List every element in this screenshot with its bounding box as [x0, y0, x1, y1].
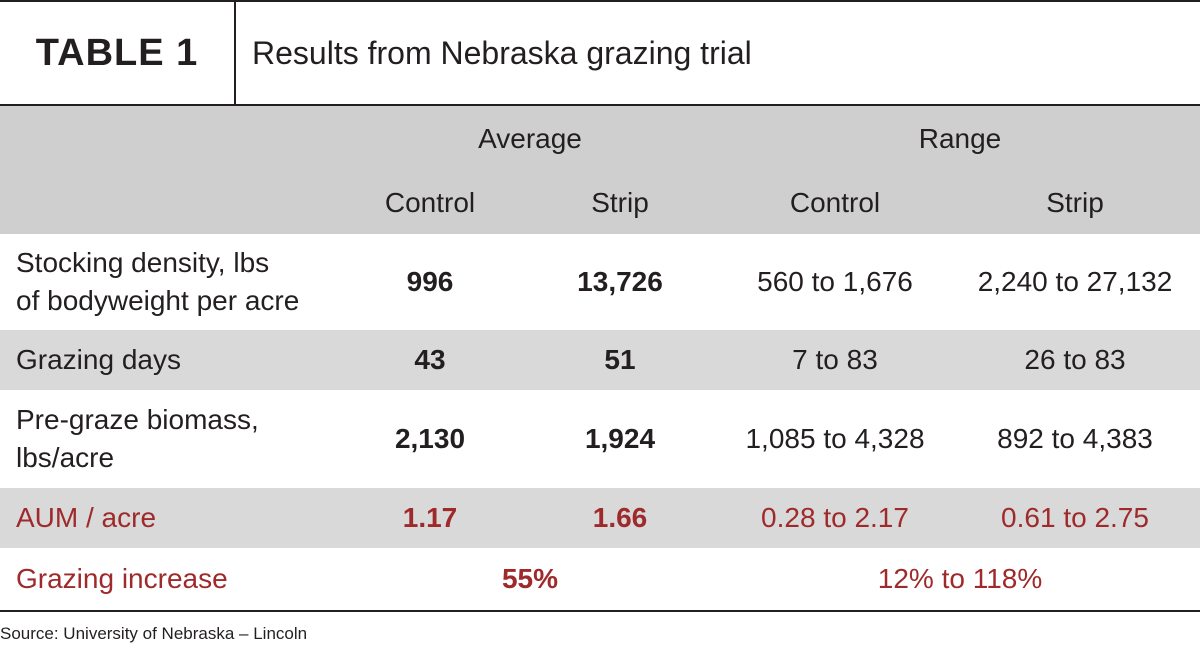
- average-control-value: 2,130: [394, 423, 466, 454]
- range-strip-value: 892 to 4,383: [997, 423, 1153, 454]
- table-frame: [0, 0, 1200, 612]
- row-label-line: lbs/acre: [16, 442, 115, 473]
- row-label: Grazing increase: [16, 563, 228, 595]
- row-label: AUM / acre: [16, 502, 157, 534]
- row-label-line: Stocking density, lbs: [16, 247, 270, 279]
- header-range-strip: Strip: [1046, 187, 1104, 218]
- average-value: 55%: [501, 563, 559, 594]
- table-row-grazing-days: Grazing days 43 51 7 to 83 26 to 83: [0, 330, 1200, 390]
- table-row-grazing-increase: Grazing increase 55% 12% to 118%: [0, 548, 1200, 610]
- range-control-value: 0.28 to 2.17: [761, 502, 909, 533]
- range-control-value: 560 to 1,676: [757, 266, 913, 297]
- average-strip-value: 1,924: [584, 423, 656, 454]
- row-label-line: of bodyweight per acre: [16, 285, 300, 316]
- header-group-row: Average Range: [0, 106, 1200, 172]
- table-row-aum-per-acre: AUM / acre 1.17 1.66 0.28 to 2.17 0.61 t…: [0, 488, 1200, 548]
- range-strip-value: 0.61 to 2.75: [1001, 502, 1149, 533]
- row-label: Stocking density, lbs of bodyweight per …: [0, 234, 356, 330]
- average-strip-value: 51: [604, 344, 636, 375]
- header-average-control: Control: [384, 187, 476, 218]
- range-control-value: 1,085 to 4,328: [745, 423, 925, 454]
- header-average-strip: Strip: [591, 187, 649, 218]
- row-label: Pre-graze biomass, lbs/acre: [0, 390, 356, 488]
- table-title: Results from Nebraska grazing trial: [252, 34, 752, 71]
- source-note: Source: University of Nebraska – Lincoln: [0, 624, 308, 643]
- average-control-value: 996: [406, 266, 454, 297]
- range-strip-value: 2,240 to 27,132: [977, 266, 1173, 297]
- table-label: TABLE 1: [35, 31, 199, 74]
- row-label-line: Pre-graze biomass,: [16, 404, 259, 436]
- range-value: 12% to 118%: [877, 563, 1043, 594]
- range-strip-value: 26 to 83: [1024, 344, 1126, 375]
- header-range: Range: [918, 123, 1002, 154]
- table-row-stocking-density: Stocking density, lbs of bodyweight per …: [0, 234, 1200, 330]
- table-title-bar: TABLE 1 Results from Nebraska grazing tr…: [0, 2, 1200, 106]
- table-row-pre-graze-biomass: Pre-graze biomass, lbs/acre 2,130 1,924 …: [0, 390, 1200, 488]
- average-strip-value: 1.66: [592, 502, 648, 533]
- title-divider: [234, 2, 236, 104]
- header-range-control: Control: [789, 187, 881, 218]
- row-label: Grazing days: [16, 344, 181, 376]
- range-control-value: 7 to 83: [792, 344, 878, 375]
- average-control-value: 1.17: [402, 502, 458, 533]
- average-control-value: 43: [414, 344, 446, 375]
- header-average: Average: [478, 123, 582, 154]
- header-subcolumn-row: Control Strip Control Strip: [0, 172, 1200, 234]
- average-strip-value: 13,726: [577, 266, 663, 297]
